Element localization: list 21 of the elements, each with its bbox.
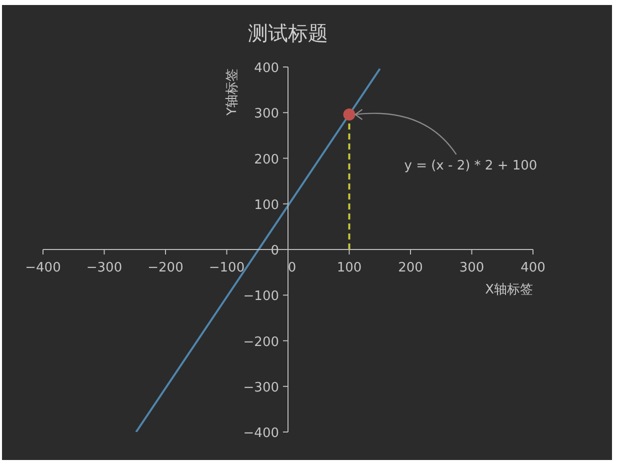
x-tick-label: −100 — [208, 260, 245, 276]
y-tick-label: 200 — [254, 152, 279, 168]
x-tick-label: −200 — [148, 260, 184, 276]
x-tick-label: 300 — [459, 260, 484, 276]
y-tick-label: 100 — [254, 198, 279, 213]
x-tick-label: 400 — [520, 260, 546, 276]
x-tick-label: 0 — [288, 260, 296, 276]
y-tick-label: −300 — [243, 380, 279, 396]
y-tick-label: 400 — [254, 61, 279, 76]
x-axis-title: X轴标签 — [485, 282, 533, 298]
y-axis-title: Y轴标签 — [225, 68, 240, 116]
annotation: y = (x - 2) * 2 + 100 — [404, 158, 538, 174]
x-tick-label: −300 — [86, 260, 122, 276]
y-tick-label: −200 — [243, 334, 279, 350]
y-tick-label: 300 — [254, 106, 279, 122]
y-tick-label: −400 — [243, 426, 279, 441]
x-tick-label: −400 — [25, 260, 61, 276]
y-tick-label: −100 — [243, 289, 279, 304]
chart-title: 测试标题 — [248, 21, 328, 45]
x-tick-label: 200 — [398, 260, 423, 276]
x-tick-label: 100 — [336, 260, 362, 276]
